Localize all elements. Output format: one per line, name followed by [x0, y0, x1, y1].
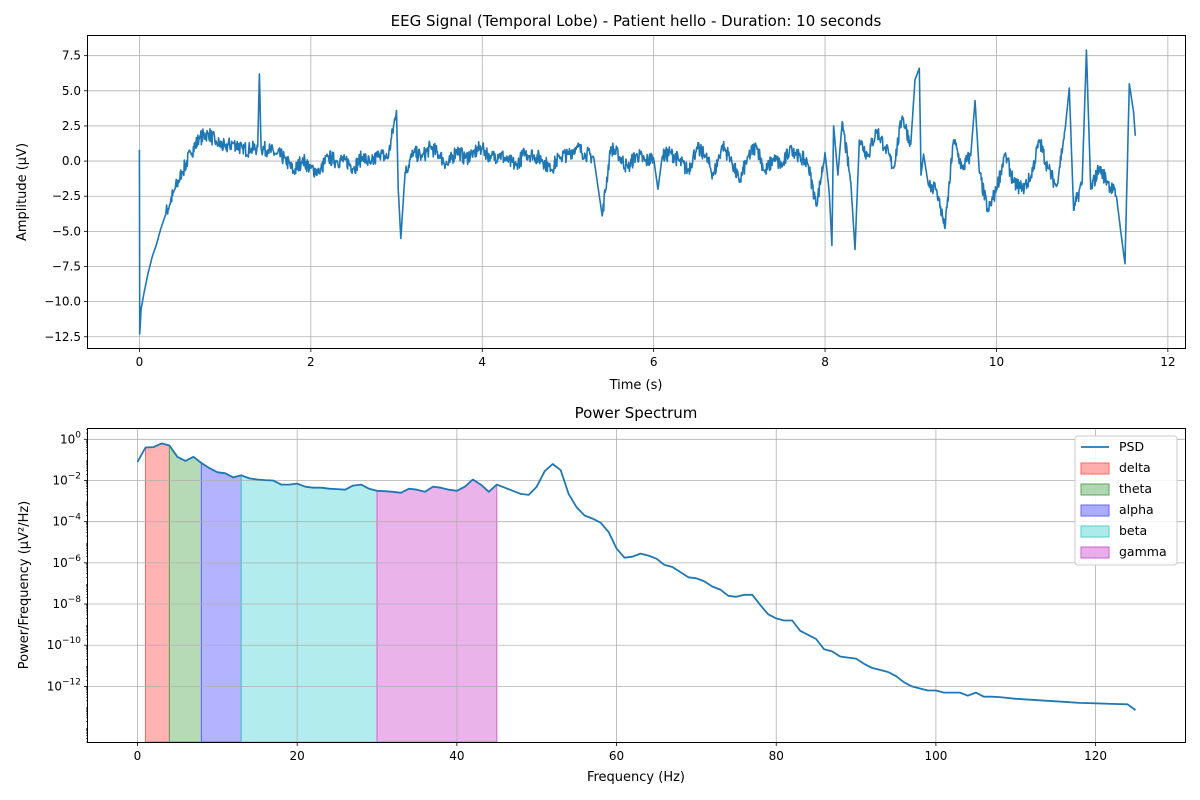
power-spectrum-chart: Power Spectrum 0 20 40 60 80 100 120 100 10−2 10−…	[17, 404, 1186, 785]
psd-y-tick-label: 10−2	[52, 471, 81, 487]
psd-x-tick-label: 60	[609, 749, 624, 763]
legend-label-alpha: alpha	[1119, 502, 1154, 517]
eeg-y-tick-label: 2.5	[62, 119, 81, 133]
psd-y-tick-label: 10−10	[47, 636, 82, 652]
eeg-grid	[88, 36, 1185, 348]
eeg-x-tick-label: 0	[136, 355, 144, 369]
band-delta	[145, 442, 170, 743]
eeg-x-tick-label: 10	[989, 355, 1004, 369]
legend-label-delta: delta	[1119, 460, 1151, 475]
eeg-signal-line	[138, 49, 1137, 335]
eeg-x-tick-label: 4	[478, 355, 486, 369]
psd-x-tick-label: 100	[924, 749, 947, 763]
psd-x-tick-label: 40	[449, 749, 464, 763]
legend-label-theta: theta	[1119, 481, 1152, 496]
psd-x-tick-label: 20	[290, 749, 305, 763]
legend-beta-swatch	[1080, 525, 1110, 538]
eeg-x-tick-label: 12	[1160, 355, 1175, 369]
psd-y-tick-label: 10−4	[52, 513, 81, 529]
eeg-y-axis-label: Amplitude (µV)	[15, 143, 30, 241]
eeg-x-axis-label: Time (s)	[609, 378, 663, 393]
psd-x-tick-label: 80	[769, 749, 784, 763]
legend-alpha-swatch	[1080, 504, 1110, 517]
band-gamma	[376, 478, 498, 743]
eeg-y-tick-label: 5.0	[62, 84, 81, 98]
psd-y-tick-label: 10−8	[52, 595, 81, 611]
eeg-y-tick-label: −2.5	[52, 189, 81, 203]
psd-x-axis-label: Frequency (Hz)	[587, 770, 685, 785]
band-alpha	[200, 462, 242, 743]
eeg-x-tick-label: 2	[307, 355, 315, 369]
legend-delta-swatch	[1080, 462, 1110, 475]
psd-legend: PSD delta theta alpha beta gamma	[1074, 435, 1178, 566]
eeg-x-tick-label: 6	[650, 355, 658, 369]
eeg-axes-frame	[87, 35, 1186, 349]
psd-line	[136, 442, 1137, 711]
eeg-y-tick-label: −12.5	[44, 330, 81, 344]
legend-gamma-swatch	[1080, 546, 1110, 559]
eeg-y-tick-label: −7.5	[52, 259, 81, 273]
psd-y-tick-label: 10−6	[52, 554, 81, 570]
eeg-ticks: 0 2 4 6 8 10 12 7.5 5.0 2.5 0.0 −2.5 −5.0 −7.5 −10.0 −1…	[44, 49, 1175, 369]
eeg-chart-title: EEG Signal (Temporal Lobe) - Patient hel…	[391, 12, 882, 30]
psd-y-axis-label: Power/Frequency (µV²/Hz)	[17, 501, 32, 669]
band-theta	[168, 443, 202, 743]
eeg-signal-chart: EEG Signal (Temporal Lobe) - Patient hel…	[15, 12, 1186, 393]
psd-y-tick-label: 100	[60, 430, 81, 446]
psd-y-tick-label: 10−12	[47, 677, 81, 693]
psd-grid	[88, 429, 1185, 742]
legend-label-gamma: gamma	[1119, 544, 1167, 559]
psd-chart-title: Power Spectrum	[575, 404, 698, 422]
psd-x-tick-label: 120	[1084, 749, 1107, 763]
eeg-y-tick-label: −5.0	[52, 224, 81, 238]
legend-label-PSD: PSD	[1119, 439, 1144, 454]
psd-x-tick-label: 0	[134, 749, 142, 763]
legend-label-beta: beta	[1119, 523, 1147, 538]
psd-axes-frame	[87, 428, 1186, 743]
eeg-y-tick-label: 7.5	[62, 49, 81, 63]
band-beta	[240, 474, 378, 743]
eeg-y-tick-label: −10.0	[44, 295, 81, 309]
legend-theta-swatch	[1080, 483, 1110, 496]
psd-bands	[145, 442, 498, 743]
eeg-x-tick-label: 8	[821, 355, 829, 369]
eeg-y-tick-label: 0.0	[62, 154, 81, 168]
